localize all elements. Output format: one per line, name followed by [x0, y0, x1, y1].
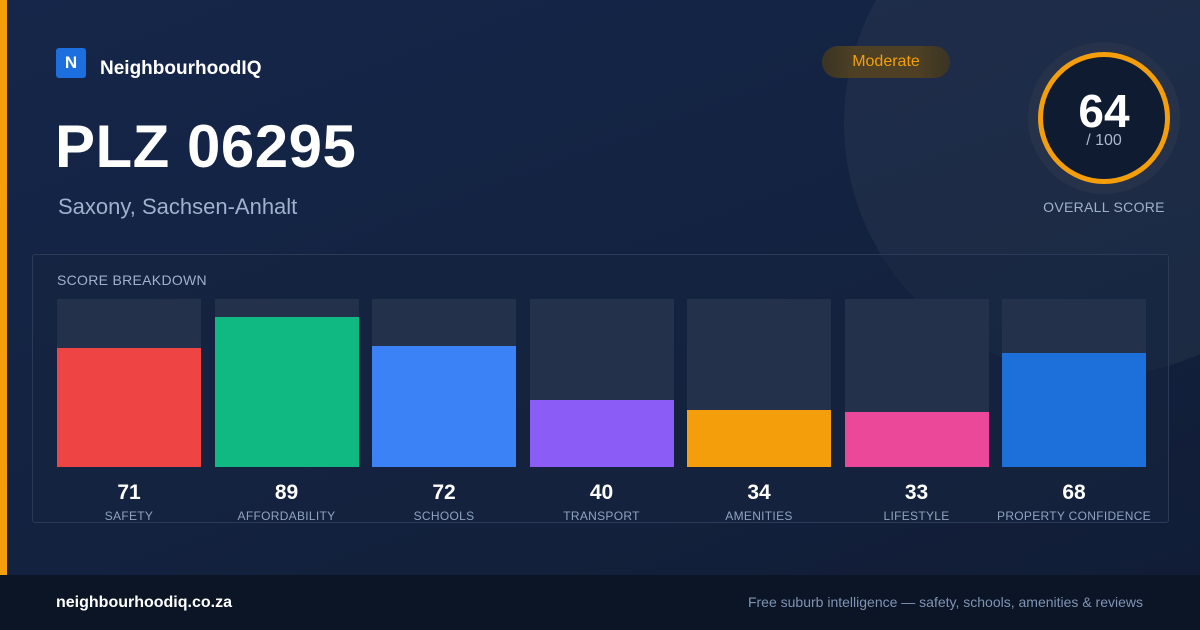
bar-label-transport: TRANSPORT	[563, 509, 640, 523]
footer-tagline: Free suburb intelligence — safety, schoo…	[747, 594, 1143, 610]
bar-value-transport: 40	[589, 481, 614, 504]
share-card: N NeighbourhoodIQ PLZ 06295 Saxony, Sach…	[0, 0, 1200, 575]
bar-track-transport	[529, 299, 674, 467]
bar-track-amenities	[687, 299, 831, 467]
bar-label-affordability: AFFORDABILITY	[237, 509, 336, 523]
bar-track-schools	[372, 299, 516, 467]
bar-value-property-confidence: 68	[1062, 481, 1086, 504]
bar-value-amenities: 34	[747, 481, 771, 504]
score-breakdown-title: SCORE BREAKDOWN	[57, 272, 207, 288]
bar-track-lifestyle	[844, 299, 989, 467]
bar-value-affordability: 89	[274, 481, 299, 504]
bar-track-safety	[57, 299, 201, 467]
brand-logo-icon: N	[56, 48, 86, 78]
overall-score-ring: 64 / 100	[1028, 42, 1180, 194]
bar-value-safety: 71	[117, 481, 141, 504]
overall-score-value: 64	[1078, 85, 1130, 137]
rating-badge: Moderate	[822, 46, 950, 78]
bar-schools	[372, 346, 516, 467]
score-breakdown-panel: SCORE BREAKDOWN 71 SAFETY 89 AFFORDABILITY 7…	[32, 254, 1169, 523]
bar-property-confidence	[1002, 352, 1146, 467]
bar-label-amenities: AMENITIES	[725, 509, 793, 523]
bar-label-schools: SCHOOLS	[413, 509, 475, 523]
overall-score-max: / 100	[1086, 132, 1122, 149]
accent-bar	[0, 0, 7, 575]
location-subtitle: Saxony, Sachsen-Anhalt	[58, 194, 298, 219]
bar-label-property-confidence: PROPERTY CONFIDENCE	[997, 509, 1151, 523]
bar-track-affordability	[214, 299, 359, 467]
footer: neighbourhoodiq.co.za Free suburb intell…	[0, 575, 1200, 630]
brand-name: NeighbourhoodIQ	[100, 58, 262, 79]
bar-lifestyle	[844, 411, 989, 467]
bar-value-schools: 72	[432, 481, 456, 504]
score-ring-progress	[1038, 52, 1170, 184]
bar-affordability	[214, 317, 359, 467]
bar-safety	[57, 347, 201, 467]
bar-track-property-confidence	[1002, 299, 1146, 467]
bar-amenities	[687, 409, 831, 467]
bar-label-lifestyle: LIFESTYLE	[883, 509, 950, 523]
footer-domain: neighbourhoodiq.co.za	[56, 594, 232, 611]
bar-transport	[529, 399, 674, 467]
page-title: PLZ 06295	[55, 113, 357, 180]
brand: N NeighbourhoodIQ	[56, 46, 261, 80]
overall-score-caption: OVERALL SCORE	[1043, 199, 1165, 215]
bar-value-lifestyle: 33	[904, 481, 929, 504]
bar-label-safety: SAFETY	[104, 509, 154, 523]
